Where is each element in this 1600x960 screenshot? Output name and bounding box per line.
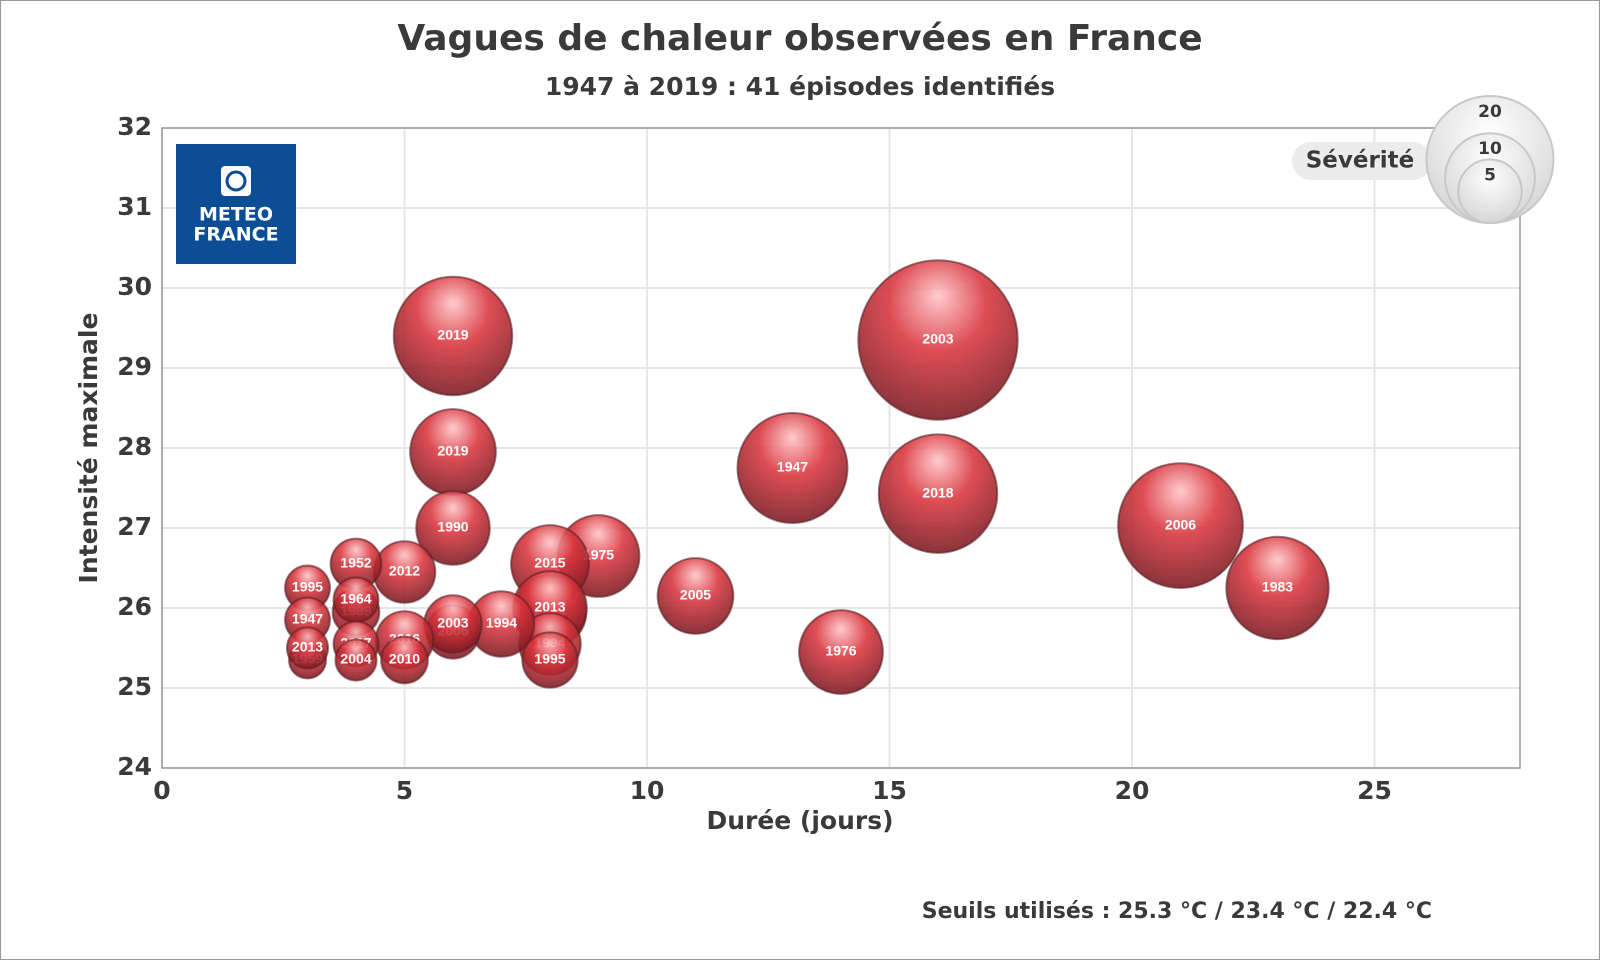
- bubble-label: 2003: [922, 331, 953, 347]
- bubble-label: 2003: [437, 615, 468, 631]
- x-tick-label: 10: [630, 776, 665, 805]
- logo-box: [176, 144, 296, 264]
- bubble: [798, 609, 884, 695]
- bubble-label: 1952: [340, 555, 371, 571]
- logo-icon-ring: [225, 170, 247, 192]
- bubble-label: 1947: [777, 459, 808, 475]
- bubble-label: 2010: [389, 651, 420, 667]
- x-tick-label: 5: [396, 776, 413, 805]
- bubble-label: 1994: [486, 615, 517, 631]
- y-tick-label: 26: [117, 592, 152, 621]
- bubble: [877, 433, 999, 554]
- bubble: [415, 490, 491, 566]
- logo-text: METEO: [199, 204, 273, 226]
- y-tick-label: 27: [117, 512, 152, 541]
- bubble-label: 2013: [534, 599, 565, 615]
- legend-pill: [1292, 142, 1432, 180]
- chart-subtitle: 1947 à 2019 : 41 épisodes identifiés: [545, 72, 1055, 101]
- y-axis-label: Intensité maximale: [74, 313, 103, 584]
- footnote: Seuils utilisés : 25.3 °C / 23.4 °C / 22…: [922, 899, 1432, 924]
- bubble-label: 1976: [825, 643, 856, 659]
- bubble-label: 1975: [583, 547, 614, 563]
- y-tick-label: 24: [117, 752, 152, 781]
- bubble-label: 2019: [437, 443, 468, 459]
- y-tick-label: 28: [117, 432, 152, 461]
- legend-bubble: [1457, 158, 1523, 224]
- bubble-label: 2012: [389, 563, 420, 579]
- bubble-label: 2004: [340, 651, 371, 667]
- bubble-label: 1995: [534, 651, 565, 667]
- plot-area: 0 5 10 15 20 25 24 25 26 27 28 29 30 31 32 2003 2006 2019…: [117, 112, 1521, 805]
- logo: METEO FRANCE: [176, 144, 296, 264]
- bubble-label: 1983: [1262, 579, 1293, 595]
- bubble-label: 2006: [1165, 516, 1196, 532]
- x-tick-label: 0: [153, 776, 170, 805]
- legend-size-label: 5: [1484, 165, 1496, 185]
- x-tick-label: 20: [1115, 776, 1150, 805]
- bubble: [285, 626, 330, 670]
- bubble: [1117, 462, 1244, 589]
- y-tick-label: 32: [117, 112, 152, 141]
- bubble: [521, 631, 579, 689]
- y-tick-label: 25: [117, 672, 152, 701]
- x-tick-label: 25: [1357, 776, 1392, 805]
- plot-border: [161, 127, 1521, 769]
- bubble: [656, 557, 735, 635]
- bubble-label: 2013: [292, 639, 323, 655]
- bubble: [392, 275, 514, 397]
- size-legend: Sévérité 20 10 5: [1292, 94, 1555, 224]
- bubble: [1225, 535, 1330, 641]
- bubble-label: 1964: [340, 591, 371, 607]
- chart-title: Vagues de chaleur observées en France: [397, 18, 1202, 59]
- legend-size-label: 20: [1478, 102, 1502, 122]
- legend-title: Sévérité: [1306, 148, 1415, 174]
- bubble: [736, 412, 849, 524]
- logo-text: FRANCE: [193, 224, 278, 246]
- bubble-label: 1995: [292, 579, 323, 595]
- bubble-label: 1947: [292, 611, 323, 627]
- bubble: [380, 635, 429, 685]
- y-tick-label: 29: [117, 352, 152, 381]
- bubble-label: 2015: [534, 555, 565, 571]
- bubble-label: 2018: [922, 484, 953, 500]
- x-axis-label: Durée (jours): [706, 806, 893, 835]
- logo-icon: [221, 166, 251, 196]
- bubble: [334, 638, 378, 682]
- x-tick-label: 15: [872, 776, 907, 805]
- bubble-label: 2005: [680, 587, 711, 603]
- legend-size-label: 10: [1478, 139, 1502, 159]
- bubble-label: 1990: [437, 519, 468, 535]
- y-tick-label: 31: [117, 192, 152, 221]
- bubble: [857, 259, 1019, 421]
- y-tick-label: 30: [117, 272, 152, 301]
- bubble-label: 2019: [437, 327, 468, 343]
